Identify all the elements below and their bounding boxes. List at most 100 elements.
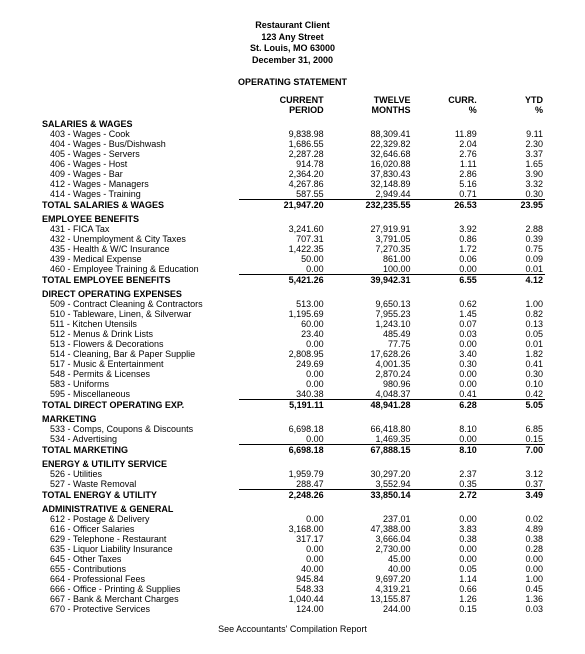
total-curr-pct: 26.53 <box>413 199 479 210</box>
line-item: 583 - Uniforms0.00980.960.000.10 <box>40 379 545 389</box>
item-curr-pct: 8.10 <box>413 424 479 434</box>
item-label: 435 - Health & W/C Insurance <box>40 244 239 254</box>
item-ytd-pct: 4.89 <box>479 524 545 534</box>
col-twelve: TWELVE <box>326 95 413 105</box>
item-label: 513 - Flowers & Decorations <box>40 339 239 349</box>
item-ytd-pct: 0.41 <box>479 359 545 369</box>
statement-table: CURRENT TWELVE CURR. YTD PERIOD MONTHS %… <box>40 95 545 614</box>
addr2: St. Louis, MO 63000 <box>40 43 545 55</box>
item-curr-pct: 0.00 <box>413 554 479 564</box>
item-ytd-pct: 3.12 <box>479 469 545 479</box>
item-label: 511 - Kitchen Utensils <box>40 319 239 329</box>
item-twelve: 2,949.44 <box>326 189 413 200</box>
section-head: SALARIES & WAGES <box>40 115 545 129</box>
item-label: 667 - Bank & Merchant Charges <box>40 594 239 604</box>
item-current: 60.00 <box>239 319 326 329</box>
item-ytd-pct: 1.00 <box>479 299 545 309</box>
total-curr-pct: 6.28 <box>413 399 479 410</box>
item-label: 655 - Contributions <box>40 564 239 574</box>
item-label: 460 - Employee Training & Education <box>40 264 239 275</box>
line-item: 629 - Telephone - Restaurant317.173,666.… <box>40 534 545 544</box>
item-curr-pct: 0.35 <box>413 479 479 490</box>
item-curr-pct: 1.11 <box>413 159 479 169</box>
item-ytd-pct: 0.13 <box>479 319 545 329</box>
col-ytd-pct: YTD <box>479 95 545 105</box>
item-label: 512 - Menus & Drink Lists <box>40 329 239 339</box>
item-curr-pct: 3.40 <box>413 349 479 359</box>
item-curr-pct: 1.45 <box>413 309 479 319</box>
total-twelve: 48,941.28 <box>326 399 413 410</box>
item-current: 9,838.98 <box>239 129 326 139</box>
item-current: 0.00 <box>239 514 326 524</box>
item-current: 317.17 <box>239 534 326 544</box>
item-curr-pct: 0.00 <box>413 339 479 349</box>
item-ytd-pct: 9.11 <box>479 129 545 139</box>
item-twelve: 7,270.35 <box>326 244 413 254</box>
total-current: 6,698.18 <box>239 444 326 455</box>
item-curr-pct: 0.05 <box>413 564 479 574</box>
total-twelve: 67,888.15 <box>326 444 413 455</box>
item-ytd-pct: 0.05 <box>479 329 545 339</box>
item-ytd-pct: 3.90 <box>479 169 545 179</box>
total-curr-pct: 2.72 <box>413 489 479 500</box>
item-current: 249.69 <box>239 359 326 369</box>
item-label: 645 - Other Taxes <box>40 554 239 564</box>
item-current: 2,287.28 <box>239 149 326 159</box>
item-twelve: 980.96 <box>326 379 413 389</box>
item-label: 510 - Tableware, Linen, & Silverwar <box>40 309 239 319</box>
item-label: 664 - Professional Fees <box>40 574 239 584</box>
item-ytd-pct: 2.30 <box>479 139 545 149</box>
item-twelve: 9,697.20 <box>326 574 413 584</box>
item-ytd-pct: 2.88 <box>479 224 545 234</box>
report-title: OPERATING STATEMENT <box>40 77 545 87</box>
total-row: TOTAL SALARIES & WAGES21,947.20232,235.5… <box>40 199 545 210</box>
item-curr-pct: 0.15 <box>413 604 479 614</box>
line-item: 667 - Bank & Merchant Charges1,040.4413,… <box>40 594 545 604</box>
item-ytd-pct: 0.28 <box>479 544 545 554</box>
item-ytd-pct: 0.42 <box>479 389 545 400</box>
item-twelve: 237.01 <box>326 514 413 524</box>
item-current: 587.55 <box>239 189 326 200</box>
item-curr-pct: 0.30 <box>413 359 479 369</box>
item-label: 409 - Wages - Bar <box>40 169 239 179</box>
section-head: ENERGY & UTILITY SERVICE <box>40 455 545 469</box>
item-label: 629 - Telephone - Restaurant <box>40 534 239 544</box>
item-ytd-pct: 0.39 <box>479 234 545 244</box>
item-curr-pct: 2.04 <box>413 139 479 149</box>
item-twelve: 100.00 <box>326 264 413 275</box>
item-curr-pct: 0.38 <box>413 534 479 544</box>
total-ytd-pct: 5.05 <box>479 399 545 410</box>
item-twelve: 2,870.24 <box>326 369 413 379</box>
total-twelve: 33,850.14 <box>326 489 413 500</box>
item-twelve: 66,418.80 <box>326 424 413 434</box>
item-label: 612 - Postage & Delivery <box>40 514 239 524</box>
line-item: 534 - Advertising0.001,469.350.000.15 <box>40 434 545 445</box>
client-name: Restaurant Client <box>40 20 545 32</box>
item-current: 707.31 <box>239 234 326 244</box>
item-twelve: 77.75 <box>326 339 413 349</box>
line-item: 616 - Officer Salaries3,168.0047,388.003… <box>40 524 545 534</box>
item-twelve: 27,919.91 <box>326 224 413 234</box>
item-current: 513.00 <box>239 299 326 309</box>
line-item: 666 - Office - Printing & Supplies548.33… <box>40 584 545 594</box>
item-current: 1,422.35 <box>239 244 326 254</box>
item-twelve: 2,730.00 <box>326 544 413 554</box>
item-ytd-pct: 1.82 <box>479 349 545 359</box>
section-head: DIRECT OPERATING EXPENSES <box>40 285 545 299</box>
item-ytd-pct: 0.09 <box>479 254 545 264</box>
item-label: 403 - Wages - Cook <box>40 129 239 139</box>
total-row: TOTAL ENERGY & UTILITY2,248.2633,850.142… <box>40 489 545 500</box>
item-ytd-pct: 0.01 <box>479 264 545 275</box>
report-date: December 31, 2000 <box>40 55 545 67</box>
item-label: 405 - Wages - Servers <box>40 149 239 159</box>
item-ytd-pct: 0.00 <box>479 554 545 564</box>
section-head: ADMINISTRATIVE & GENERAL <box>40 500 545 514</box>
total-row: TOTAL DIRECT OPERATING EXP.5,191.1148,94… <box>40 399 545 410</box>
line-item: 612 - Postage & Delivery0.00237.010.000.… <box>40 514 545 524</box>
section-title: MARKETING <box>40 410 545 424</box>
item-curr-pct: 2.76 <box>413 149 479 159</box>
item-ytd-pct: 0.30 <box>479 189 545 200</box>
col-curr-pct: CURR. <box>413 95 479 105</box>
item-curr-pct: 1.26 <box>413 594 479 604</box>
item-ytd-pct: 0.38 <box>479 534 545 544</box>
